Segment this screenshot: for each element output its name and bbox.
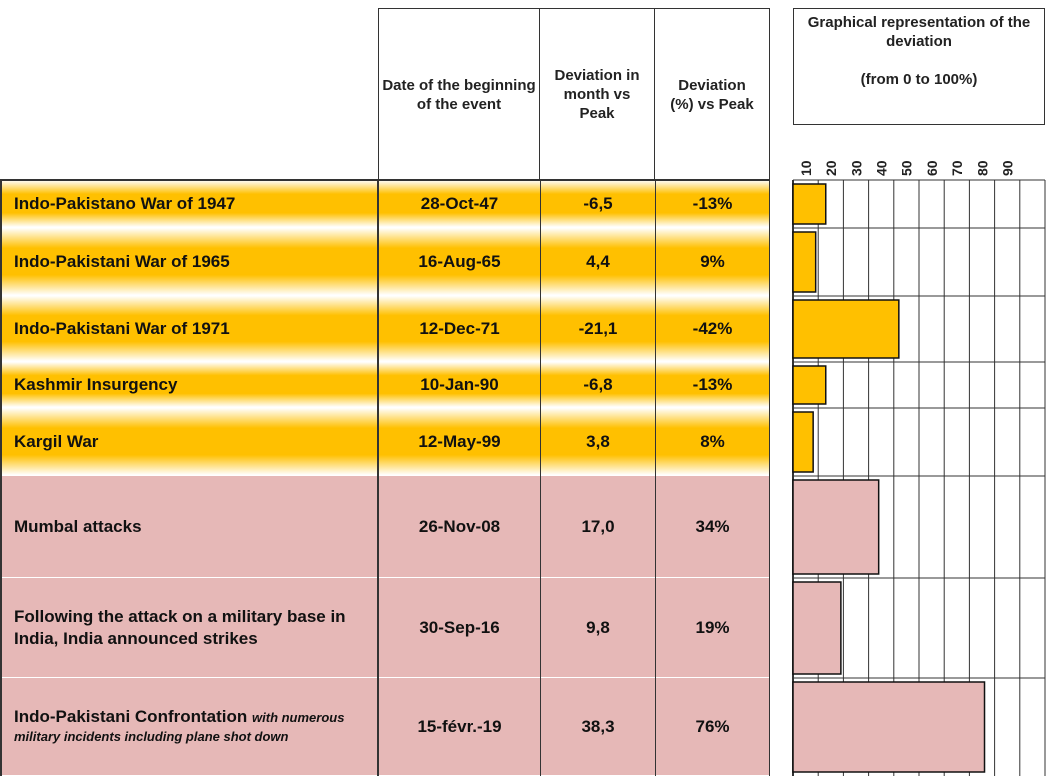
row-bg — [0, 296, 770, 362]
pct-cell: 9% — [655, 228, 770, 296]
months-cell: -21,1 — [540, 296, 655, 362]
x-tick-label: 40 — [874, 160, 890, 176]
row-label: Indo-Pakistani Confrontation with numero… — [0, 678, 378, 776]
row-bg — [0, 228, 770, 296]
row-bg — [0, 362, 770, 408]
row-label: Kashmir Insurgency — [0, 362, 378, 408]
date-cell: 15-févr.-19 — [378, 678, 540, 776]
event-name: Kashmir Insurgency — [14, 375, 178, 394]
date-cell: 12-Dec-71 — [378, 296, 540, 362]
x-tick-label: 60 — [924, 160, 940, 176]
pct-cell: -13% — [655, 362, 770, 408]
x-tick-label: 70 — [949, 160, 965, 176]
x-tick-label: 50 — [899, 160, 915, 176]
deviation-bar — [792, 299, 900, 359]
event-note: with numerous military incidents includi… — [14, 710, 345, 744]
months-cell: 4,4 — [540, 228, 655, 296]
event-name: Kargil War — [14, 432, 99, 451]
deviation-bar — [792, 681, 986, 773]
row-bg — [0, 180, 770, 228]
header-pct: Deviation (%) vs Peak — [655, 8, 770, 180]
row-label: Indo-Pakistani War of 1965 — [0, 228, 378, 296]
header-months: Deviation in month vs Peak — [540, 8, 655, 180]
event-name: Mumbal attacks — [14, 517, 142, 536]
x-tick-label: 20 — [823, 160, 839, 176]
date-cell: 16-Aug-65 — [378, 228, 540, 296]
pct-cell: 8% — [655, 408, 770, 476]
deviation-bar — [792, 581, 842, 675]
pct-cell: -13% — [655, 180, 770, 228]
deviation-bar — [792, 231, 817, 293]
deviation-bar — [792, 365, 827, 405]
months-cell: 38,3 — [540, 678, 655, 776]
deviation-bar — [792, 183, 827, 225]
graph-range: (from 0 to 100%) — [860, 71, 978, 88]
pct-cell: 76% — [655, 678, 770, 776]
x-tick-label: 10 — [798, 160, 814, 176]
date-cell: 26-Nov-08 — [378, 476, 540, 578]
x-tick-label: 80 — [974, 160, 990, 176]
pct-cell: 34% — [655, 476, 770, 578]
pct-cell: 19% — [655, 578, 770, 678]
date-cell: 10-Jan-90 — [378, 362, 540, 408]
date-cell: 30-Sep-16 — [378, 578, 540, 678]
event-name-main: Indo-Pakistani Confrontation — [14, 707, 248, 726]
graph-header: Graphical representation of the deviatio… — [793, 8, 1045, 125]
pct-cell: -42% — [655, 296, 770, 362]
event-name: Indo-Pakistani War of 1971 — [14, 319, 230, 338]
months-cell: -6,8 — [540, 362, 655, 408]
row-bg — [0, 476, 770, 578]
x-tick-label: 90 — [1000, 160, 1016, 176]
graph-title: Graphical representation of the deviatio… — [807, 14, 1031, 50]
header-date: Date of the beginning of the event — [378, 8, 540, 180]
date-cell: 12-May-99 — [378, 408, 540, 476]
row-label: Indo-Pakistano War of 1947 — [0, 180, 378, 228]
date-cell: 28-Oct-47 — [378, 180, 540, 228]
event-name: Indo-Pakistani Confrontation with numero… — [14, 708, 369, 746]
x-tick-label: 30 — [848, 160, 864, 176]
event-name: Indo-Pakistano War of 1947 — [14, 194, 236, 213]
row-bg — [0, 578, 770, 678]
months-cell: 3,8 — [540, 408, 655, 476]
row-label: Kargil War — [0, 408, 378, 476]
row-bg — [0, 408, 770, 476]
row-label: Indo-Pakistani War of 1971 — [0, 296, 378, 362]
deviation-bar — [792, 411, 814, 473]
event-name: Following the attack on a military base … — [14, 607, 346, 648]
row-label: Following the attack on a military base … — [0, 578, 378, 678]
months-cell: 17,0 — [540, 476, 655, 578]
row-bg — [0, 678, 770, 776]
row-label: Mumbal attacks — [0, 476, 378, 578]
deviation-bar — [792, 479, 880, 575]
months-cell: 9,8 — [540, 578, 655, 678]
months-cell: -6,5 — [540, 180, 655, 228]
event-name: Indo-Pakistani War of 1965 — [14, 252, 230, 271]
